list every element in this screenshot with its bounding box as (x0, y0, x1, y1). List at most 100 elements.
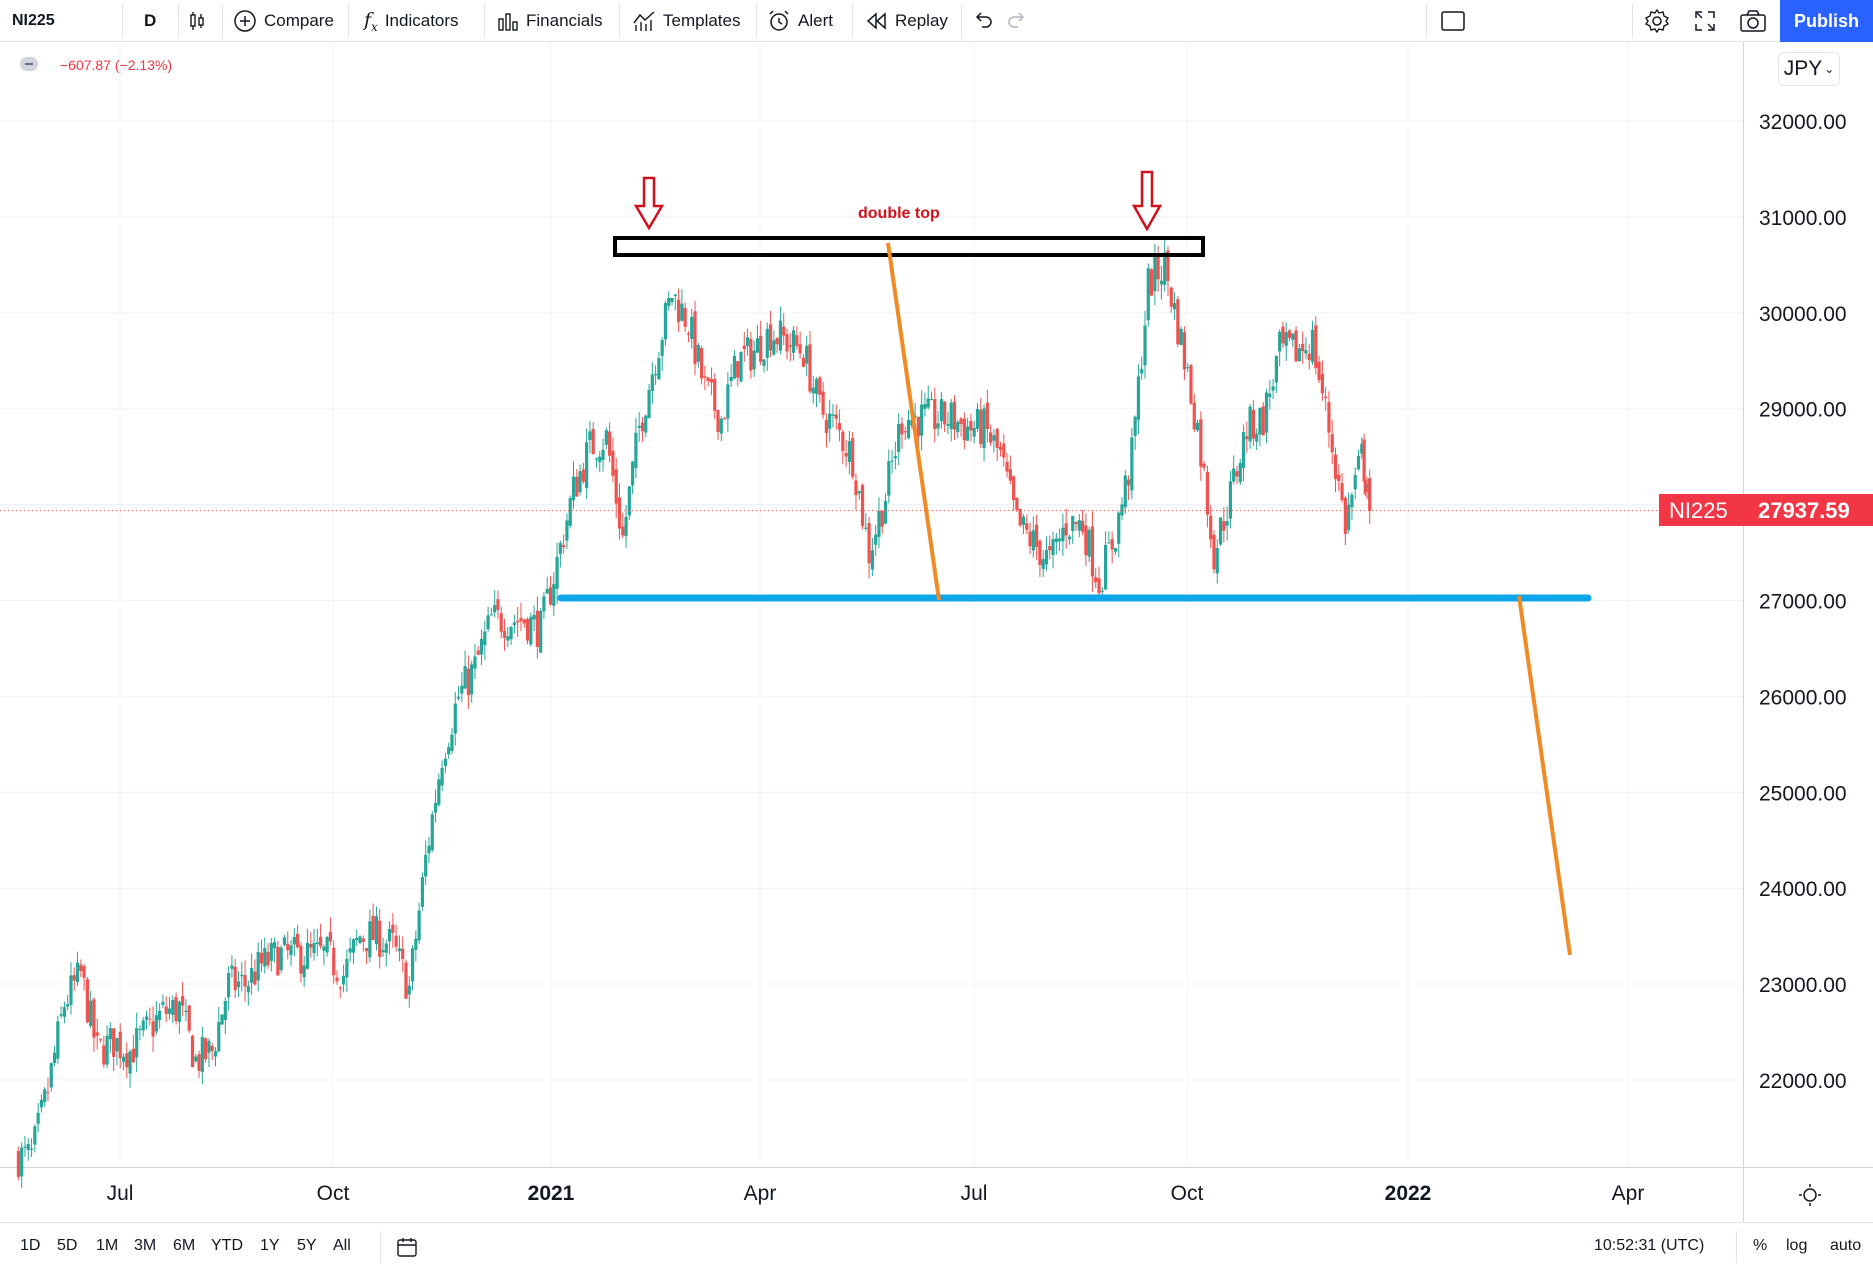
symbol-search[interactable]: NI225 (12, 0, 55, 42)
candle-body (338, 987, 342, 989)
chart-type-button[interactable] (186, 0, 208, 42)
candle-body (121, 1056, 126, 1062)
fullscreen-button[interactable] (1693, 0, 1717, 42)
alert-button[interactable]: Alert (767, 0, 833, 42)
legend-toggle[interactable] (20, 57, 38, 71)
replay-button[interactable]: Replay (866, 0, 948, 42)
candle-body (1356, 456, 1361, 470)
candle-body (887, 461, 891, 496)
candle-body (348, 948, 352, 953)
interval-button[interactable]: D (144, 0, 156, 42)
candle-body (916, 417, 920, 437)
candle-body (555, 556, 559, 589)
snapshot-button[interactable] (1739, 0, 1767, 42)
candle-body (335, 977, 339, 982)
candle-body (378, 920, 382, 957)
percent-toggle[interactable]: % (1753, 1237, 1768, 1254)
range-5y[interactable]: 5Y (297, 1237, 317, 1254)
redo-button[interactable] (1006, 0, 1028, 42)
range-1d[interactable]: 1D (20, 1237, 41, 1254)
undo-icon (975, 12, 992, 28)
candle-body (112, 1028, 116, 1058)
candle-body (709, 378, 714, 383)
candle-body (486, 615, 490, 630)
candle-body (36, 1112, 40, 1124)
candle-body (663, 303, 668, 340)
time-tick-label: 2022 (1385, 1182, 1432, 1205)
log-toggle[interactable]: log (1786, 1237, 1808, 1254)
time-tick-label: Apr (1612, 1182, 1645, 1205)
candle-body (716, 409, 720, 433)
candle-body (608, 431, 612, 456)
candle-body (532, 614, 536, 620)
double-top-label: double top (858, 205, 940, 222)
candle-body (1156, 254, 1160, 280)
candle-body (1350, 494, 1354, 508)
range-5d[interactable]: 5D (57, 1237, 78, 1254)
candle-body (66, 1004, 70, 1007)
candle-body (998, 446, 1003, 451)
toolbar-divider (484, 4, 485, 38)
candle-body (141, 1020, 145, 1031)
candle-body (23, 1146, 27, 1148)
currency-label: JPY (1783, 57, 1823, 80)
financials-button[interactable]: Financials (497, 0, 603, 42)
settings-button[interactable] (1644, 0, 1670, 42)
indicators-button[interactable]: fx Indicators (364, 0, 459, 42)
candle-body (420, 877, 425, 907)
range-6m[interactable]: 6M (173, 1237, 196, 1254)
candle-body (818, 377, 822, 395)
auto-toggle[interactable]: auto (1830, 1237, 1862, 1254)
candle-body (1094, 577, 1098, 583)
candle-body (82, 965, 86, 978)
candle-body (870, 550, 874, 570)
currency-button[interactable]: JPY ⌄ (1778, 52, 1840, 86)
range-1y[interactable]: 1Y (260, 1237, 280, 1254)
candle-body (1067, 536, 1072, 540)
candle-body (722, 418, 727, 420)
bar-chart-icon (498, 13, 518, 31)
candle-body (1107, 542, 1111, 544)
candle-body (1304, 350, 1308, 354)
candle-body (506, 636, 510, 641)
candle-body (703, 376, 707, 378)
time-tick-label: Oct (317, 1182, 350, 1205)
candle-body (427, 845, 431, 854)
candle-body (519, 617, 523, 622)
range-ytd[interactable]: YTD (211, 1237, 243, 1254)
clock-readout[interactable]: 10:52:31 (UTC) (1594, 1237, 1705, 1254)
range-3m[interactable]: 3M (134, 1237, 157, 1254)
candle-body (1195, 422, 1200, 431)
templates-button[interactable]: Templates (632, 0, 740, 42)
candle-body (811, 387, 815, 394)
candle-body (631, 461, 635, 486)
compare-button[interactable]: Compare (233, 0, 334, 42)
range-1m[interactable]: 1M (96, 1237, 119, 1254)
candle-body (1117, 512, 1121, 544)
candle-body (240, 974, 244, 977)
plus-circle-icon (234, 10, 256, 32)
undo-button[interactable] (972, 0, 994, 42)
candle-body (1268, 393, 1272, 398)
price-chart[interactable]: double top 32000.00 31000.00 30000.00 29000… (0, 0, 1873, 1222)
drawings-layer: double top (557, 170, 1592, 956)
candle-body (558, 542, 562, 554)
range-all[interactable]: All (333, 1237, 351, 1254)
candle-body (1071, 516, 1075, 531)
publish-button[interactable]: Publish (1780, 0, 1873, 42)
price-tick-label: 29000.00 (1759, 399, 1847, 422)
candle-body (174, 996, 178, 1022)
candle-body (831, 414, 835, 416)
price-tick-label: 22000.00 (1759, 1070, 1847, 1093)
candle-body (1031, 530, 1035, 551)
calendar-goto-icon[interactable] (396, 1236, 418, 1258)
arrow-down-icon (633, 176, 665, 231)
camera-icon (1740, 10, 1766, 32)
layout-button[interactable] (1440, 0, 1466, 42)
candle-body (26, 1143, 30, 1150)
candle-body (1232, 468, 1236, 482)
candle-body (752, 350, 756, 370)
candle-body (601, 449, 605, 461)
candle-body (805, 345, 809, 364)
candle-body (972, 427, 976, 437)
